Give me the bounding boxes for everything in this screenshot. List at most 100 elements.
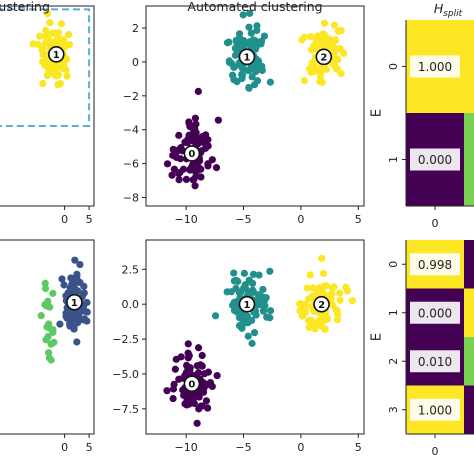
data-point bbox=[300, 76, 308, 85]
panel-title: Automated clustering bbox=[187, 0, 322, 14]
y-tick-label: −2.5 bbox=[112, 333, 139, 346]
data-point bbox=[63, 55, 71, 63]
data-point bbox=[44, 57, 52, 65]
data-point bbox=[225, 58, 233, 66]
data-point bbox=[232, 303, 240, 311]
data-point bbox=[214, 116, 222, 124]
data-point bbox=[175, 169, 183, 178]
data-point bbox=[175, 131, 183, 139]
data-point bbox=[316, 73, 325, 81]
row-label: 0 bbox=[387, 261, 400, 268]
row-label: 1 bbox=[387, 156, 400, 163]
data-point bbox=[319, 269, 328, 278]
data-point bbox=[320, 39, 328, 47]
data-point bbox=[306, 271, 314, 279]
x-tick-label: −5 bbox=[235, 441, 251, 454]
panel-top-middle: 0 1 2 −10 −5 0 5 2 0 −2 −4 −6 −8 Automated clustering bbox=[123, 0, 365, 226]
data-point bbox=[230, 63, 238, 71]
panel-bottom-middle: 0 1 2 −10 −5 0 5 2.5 0.0 −2.5 −5.0 −7.5 bbox=[112, 239, 365, 454]
cluster-marker-label: 2 bbox=[318, 300, 325, 311]
y-tick-label: 0.0 bbox=[122, 298, 140, 311]
data-point bbox=[39, 51, 47, 59]
data-point bbox=[348, 297, 357, 305]
y-tick-label: 0 bbox=[132, 56, 139, 69]
data-point bbox=[246, 9, 254, 17]
data-point bbox=[45, 349, 53, 357]
data-point bbox=[193, 419, 201, 427]
data-point bbox=[212, 164, 221, 172]
selection-box bbox=[0, 8, 91, 127]
data-point bbox=[263, 313, 271, 321]
data-point bbox=[83, 308, 91, 316]
data-point bbox=[235, 322, 244, 330]
data-point bbox=[333, 307, 341, 315]
data-point bbox=[240, 269, 248, 277]
y-tick-label: −2 bbox=[123, 90, 139, 103]
data-point bbox=[191, 114, 199, 122]
row-label: 2 bbox=[387, 358, 400, 365]
data-point bbox=[324, 315, 332, 323]
y-tick-label: −4 bbox=[123, 124, 139, 137]
data-point bbox=[318, 78, 326, 87]
data-point bbox=[252, 67, 260, 76]
data-point bbox=[258, 66, 266, 75]
data-point bbox=[257, 37, 266, 45]
x-tick-label: 5 bbox=[355, 441, 362, 454]
data-point bbox=[234, 277, 242, 285]
x-tick-label: 0 bbox=[432, 217, 439, 230]
data-point bbox=[211, 312, 220, 320]
data-point bbox=[196, 361, 205, 369]
data-point bbox=[41, 284, 50, 293]
cell-value: 0.010 bbox=[418, 355, 452, 369]
y-axis-label: E bbox=[370, 109, 385, 117]
data-point bbox=[46, 303, 54, 311]
data-point bbox=[204, 160, 212, 168]
data-point bbox=[186, 166, 194, 174]
cluster-marker-label: 1 bbox=[71, 298, 78, 309]
data-point bbox=[198, 351, 206, 360]
data-point bbox=[50, 338, 58, 346]
cluster-marker-0: 0 bbox=[183, 145, 201, 162]
data-point bbox=[50, 69, 58, 77]
data-point bbox=[303, 284, 311, 292]
cluster-marker-label: 0 bbox=[188, 149, 195, 160]
data-point bbox=[172, 355, 180, 363]
cluster-marker-circle bbox=[66, 293, 83, 311]
data-point bbox=[249, 270, 258, 278]
data-point bbox=[300, 33, 309, 41]
data-point bbox=[227, 288, 235, 296]
data-point bbox=[169, 385, 178, 393]
panel-top-right: 1.000 0 0.000 1 E 0 Hsplit bbox=[370, 1, 474, 230]
data-point bbox=[67, 274, 75, 282]
data-point bbox=[213, 371, 221, 380]
cluster-marker-circle bbox=[315, 48, 333, 66]
data-point bbox=[38, 58, 47, 66]
panel-bottom-left: 1 0 5 bbox=[0, 239, 95, 454]
data-point bbox=[183, 401, 191, 409]
cluster-marker-circle bbox=[238, 295, 256, 313]
cell-value: 0.000 bbox=[418, 153, 452, 167]
data-point bbox=[34, 40, 42, 48]
data-point bbox=[266, 267, 274, 275]
data-point bbox=[250, 81, 259, 89]
x-tick-label: 5 bbox=[86, 213, 93, 226]
data-point bbox=[39, 79, 47, 88]
data-point bbox=[307, 46, 315, 54]
data-point bbox=[228, 71, 237, 79]
title-main: H bbox=[434, 1, 444, 16]
data-point bbox=[56, 80, 64, 88]
data-point bbox=[46, 63, 54, 71]
data-point bbox=[248, 279, 257, 287]
heatmap-cell bbox=[464, 288, 474, 337]
data-point bbox=[202, 397, 211, 405]
data-point bbox=[260, 298, 268, 306]
data-point bbox=[255, 271, 263, 279]
data-point bbox=[41, 279, 49, 287]
data-point bbox=[67, 310, 75, 318]
data-point bbox=[52, 39, 60, 47]
plot-frame bbox=[145, 239, 365, 435]
x-tick-label: 0 bbox=[61, 441, 68, 454]
data-point bbox=[331, 36, 339, 44]
x-tick-label: −10 bbox=[175, 213, 198, 226]
data-point bbox=[333, 65, 341, 73]
